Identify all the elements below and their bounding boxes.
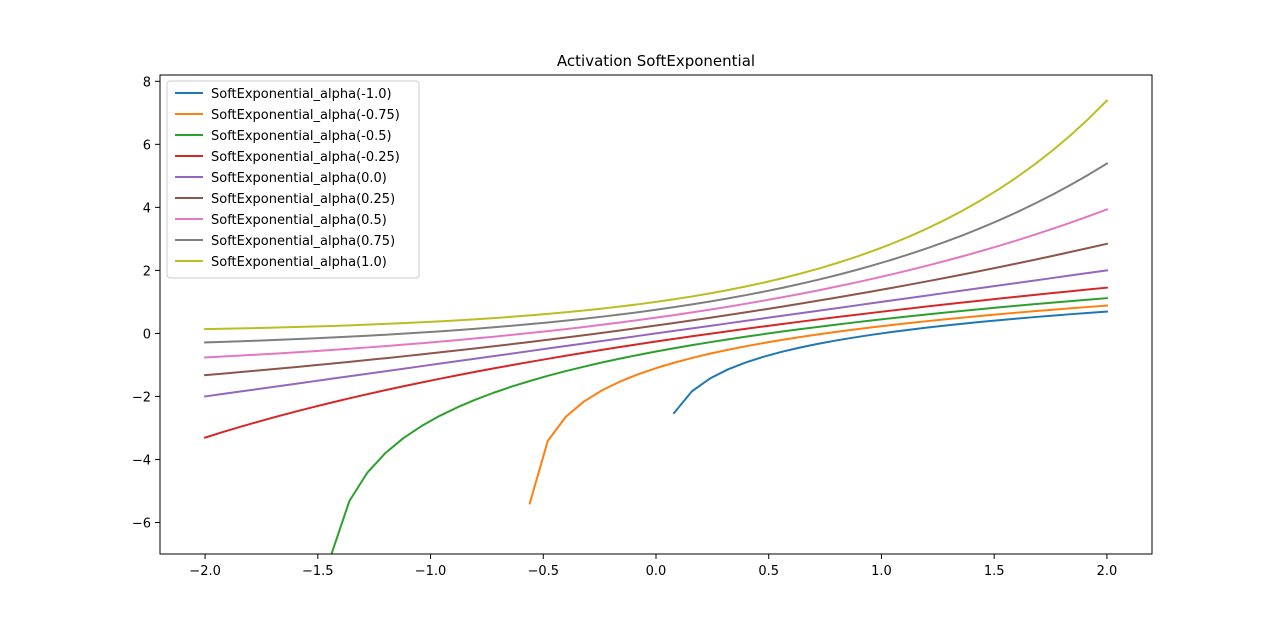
series-line-4 [203,269,1109,398]
legend-label-8: SoftExponential_alpha(1.0) [211,255,387,270]
legend-label-3: SoftExponential_alpha(-0.25) [211,150,400,165]
series-lines [203,99,1109,554]
legend-label-1: SoftExponential_alpha(-0.75) [211,108,400,123]
chart-title: Activation SoftExponential [557,52,755,70]
plot-area: −2.0 −1.5 −1.0 −0.5 0.0 0.5 1.0 1.5 2.0 −6 −4 −2 0 2 4… [132,74,1153,579]
x-tick-label: 1.0 [871,564,892,579]
series-line-1 [528,304,1108,505]
series-line-2 [330,297,1108,554]
y-tick-label: 0 [143,327,151,342]
legend-label-2: SoftExponential_alpha(-0.5) [211,129,392,144]
series-line-3 [203,286,1109,439]
legend-label-4: SoftExponential_alpha(0.0) [211,171,387,186]
x-tick-label: −2.0 [189,564,221,579]
y-tick-label: −4 [132,453,151,468]
legend: SoftExponential_alpha(-1.0) SoftExponenti… [166,80,420,279]
y-tick-label: 4 [143,201,151,216]
x-tick-label: −1.0 [415,564,447,579]
legend-label-0: SoftExponential_alpha(-1.0) [211,87,392,102]
series-line-0 [672,310,1108,415]
legend-label-5: SoftExponential_alpha(0.25) [211,192,395,207]
y-tick-label: 6 [143,138,151,153]
series-line-8 [204,99,1109,331]
legend-box [166,80,420,279]
x-tick-label: 2.0 [1097,564,1118,579]
x-tick-label: −1.5 [302,564,334,579]
x-tick-label: 1.5 [984,564,1005,579]
y-tick-label: 8 [143,75,151,90]
series-line-6 [204,208,1109,359]
legend-label-6: SoftExponential_alpha(0.5) [211,213,387,228]
series-line-5 [204,242,1109,377]
y-tick-label: −2 [132,390,151,405]
legend-label-7: SoftExponential_alpha(0.75) [211,234,395,249]
y-tick-label: 2 [143,264,151,279]
series-line-7 [204,162,1109,344]
x-tick-label: 0.0 [646,564,667,579]
y-tick-label: −6 [132,516,151,531]
x-tick-label: −0.5 [527,564,559,579]
x-tick-label: 0.5 [758,564,779,579]
